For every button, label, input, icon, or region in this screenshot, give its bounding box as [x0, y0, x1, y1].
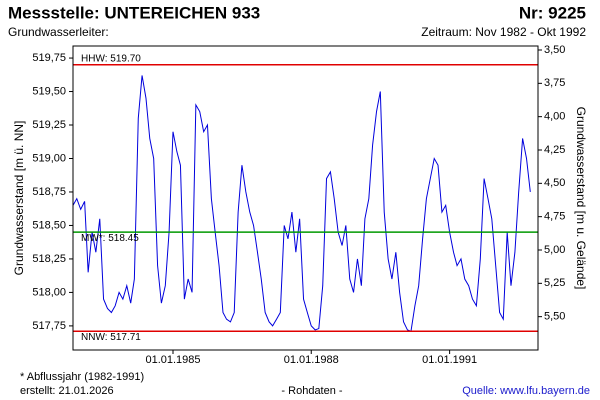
x-tick-label: 01.01.1988: [284, 354, 339, 366]
y2-tick-label: 5,50: [544, 311, 565, 323]
y-tick-label: 518,50: [32, 219, 66, 231]
y-tick-label: 518,75: [32, 186, 66, 198]
subtitle: Grundwasserleiter:: [8, 25, 109, 39]
created-date: erstellt: 21.01.2026: [20, 385, 114, 397]
plot-frame: [72, 45, 539, 351]
y-tick-label: 519,00: [32, 152, 66, 164]
y2-axis-label: Grundwasserstand [m u. Gelände]: [574, 107, 588, 290]
y2-tick-label: 4,75: [544, 211, 565, 223]
period: Zeitraum: Nov 1982 - Okt 1992: [421, 25, 586, 39]
data-kind: - Rohdaten -: [281, 385, 342, 397]
footnote: * Abflussjahr (1982-1991): [20, 371, 144, 383]
x-tick-label: 01.01.1991: [422, 354, 477, 366]
y-tick-label: 519,75: [32, 52, 66, 64]
chart-title: Messstelle: UNTEREICHEN 933: [8, 3, 260, 22]
y2-tick-label: 4,25: [544, 144, 565, 156]
y-tick-label: 517,75: [32, 320, 66, 332]
y-axis-label: Grundwasserstand [m ü. NN]: [12, 121, 26, 276]
reference-label: MW*: 518.45: [81, 233, 139, 244]
station-number: Nr: 9225: [519, 3, 586, 22]
y-tick-label: 518,00: [32, 286, 66, 298]
y-tick-label: 518,25: [32, 253, 66, 265]
y-tick-label: 519,50: [32, 85, 66, 97]
y2-tick-label: 3,50: [544, 44, 565, 56]
reference-label: HHW: 519.70: [81, 53, 141, 64]
y-tick-label: 519,25: [32, 119, 66, 131]
y2-tick-label: 4,00: [544, 111, 565, 123]
source: Quelle: www.lfu.bayern.de: [462, 385, 590, 397]
water-level-line: [72, 75, 531, 332]
y2-tick-label: 4,50: [544, 177, 565, 189]
y2-tick-label: 3,75: [544, 77, 565, 89]
y2-tick-label: 5,25: [544, 277, 565, 289]
reference-label: NNW: 517.71: [81, 332, 141, 343]
x-tick-label: 01.01.1985: [145, 354, 200, 366]
y2-tick-label: 5,00: [544, 244, 565, 256]
